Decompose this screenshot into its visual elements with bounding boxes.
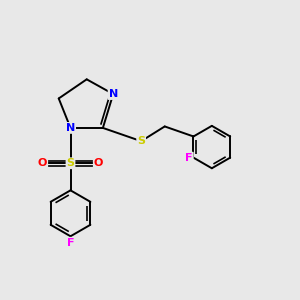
Text: F: F — [185, 153, 193, 163]
Text: S: S — [137, 136, 145, 146]
Text: O: O — [38, 158, 47, 168]
Text: N: N — [109, 89, 118, 99]
Text: O: O — [94, 158, 103, 168]
Text: N: N — [66, 123, 75, 133]
Text: F: F — [67, 238, 74, 248]
Text: S: S — [67, 158, 74, 168]
